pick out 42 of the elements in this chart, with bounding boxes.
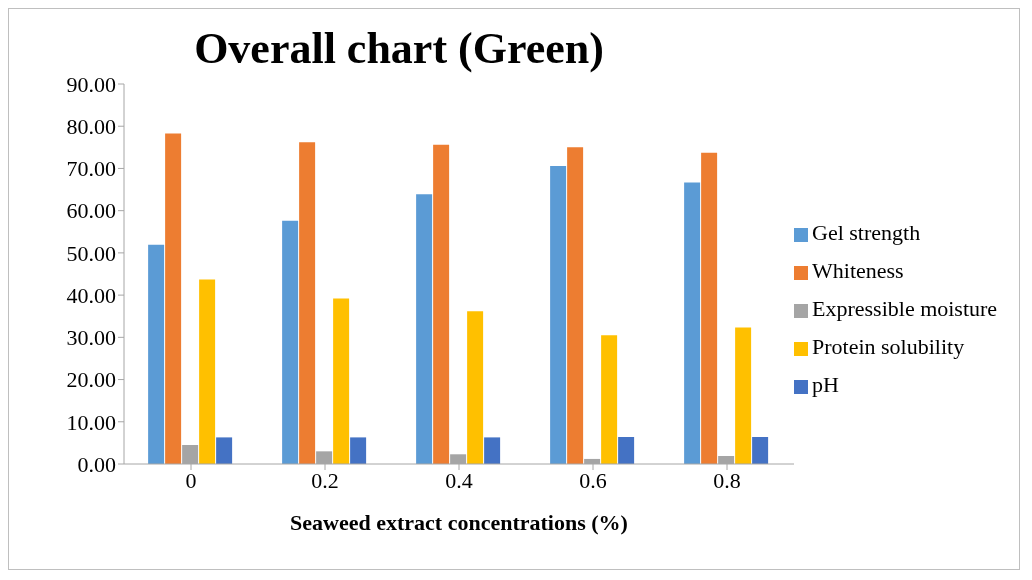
legend-label: Whiteness: [812, 258, 904, 283]
bar: [484, 437, 501, 464]
bar: [618, 436, 635, 464]
chart-title: Overall chart (Green): [194, 24, 604, 73]
x-tick-label: 0.6: [579, 467, 607, 493]
legend-label: Expressible moisture: [812, 296, 998, 321]
bar: [701, 152, 718, 464]
x-tick-label: 0.4: [445, 467, 473, 493]
bar: [299, 142, 316, 464]
bar: [601, 335, 618, 464]
bar: [333, 298, 350, 464]
legend-label: Gel strength: [812, 220, 921, 245]
bar: [433, 144, 450, 464]
bar: [467, 311, 484, 464]
y-tick-label: 50.00: [66, 240, 116, 266]
y-tick-label: 40.00: [66, 282, 116, 308]
y-tick-label: 80.00: [66, 114, 116, 140]
y-tick-label: 90.00: [66, 71, 116, 97]
legend-label: Protein solubility: [812, 334, 965, 359]
x-tick-label: 0.2: [311, 467, 339, 493]
bar: [567, 147, 584, 464]
bar: [148, 244, 165, 464]
y-tick-label: 70.00: [66, 156, 116, 182]
bar: [282, 220, 299, 464]
legend-label: pH: [812, 372, 839, 397]
y-tick-label: 30.00: [66, 325, 116, 351]
bar: [165, 133, 182, 464]
y-tick-label: 10.00: [66, 409, 116, 435]
y-tick-label: 0.00: [77, 451, 116, 477]
x-tick-label: 0.8: [713, 467, 741, 493]
x-axis-title: Seaweed extract concentrations (%): [290, 510, 628, 535]
bar: [416, 194, 433, 464]
bar: [550, 165, 567, 464]
y-tick-label: 20.00: [66, 367, 116, 393]
bar: [216, 437, 233, 464]
bar: [684, 182, 701, 464]
x-tick-label: 0: [185, 467, 197, 493]
bar: [735, 327, 752, 464]
bar: [752, 436, 769, 464]
y-tick-label: 60.00: [66, 198, 116, 224]
bar: [199, 279, 216, 464]
bar: [350, 437, 367, 464]
